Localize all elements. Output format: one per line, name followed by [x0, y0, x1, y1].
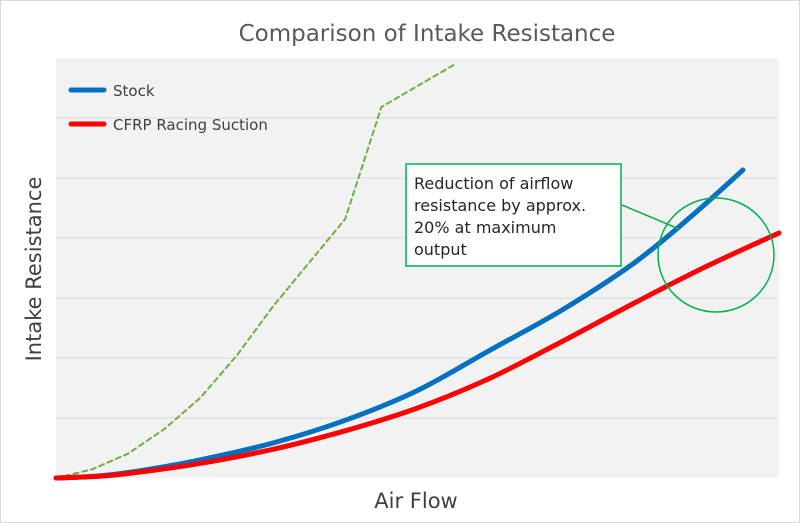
annotation-line-2: resistance by approx.: [414, 196, 586, 215]
x-axis-title: Air Flow: [374, 489, 457, 513]
annotation-leader-line: [621, 204, 680, 230]
annotation-line-3: 20% at maximum: [414, 218, 556, 237]
chart-title: Comparison of Intake Resistance: [239, 21, 616, 47]
annotation-line-1: Reduction of airflow: [414, 174, 573, 193]
legend: Stock CFRP Racing Suction: [68, 82, 268, 134]
annotation-box: [405, 163, 622, 267]
legend-label-stock: Stock: [113, 82, 155, 100]
annotation-callout: Reduction of airflow resistance by appro…: [405, 163, 775, 313]
legend-label-cfrp: CFRP Racing Suction: [113, 116, 268, 134]
annotation-highlight-circle: [657, 197, 775, 313]
series-layer: [53, 64, 782, 481]
y-axis-title: Intake Resistance: [22, 177, 46, 362]
annotation-line-4: output: [414, 240, 467, 259]
series-line-cfrp: [53, 230, 782, 481]
series-line-reference-dashed: [55, 64, 455, 479]
